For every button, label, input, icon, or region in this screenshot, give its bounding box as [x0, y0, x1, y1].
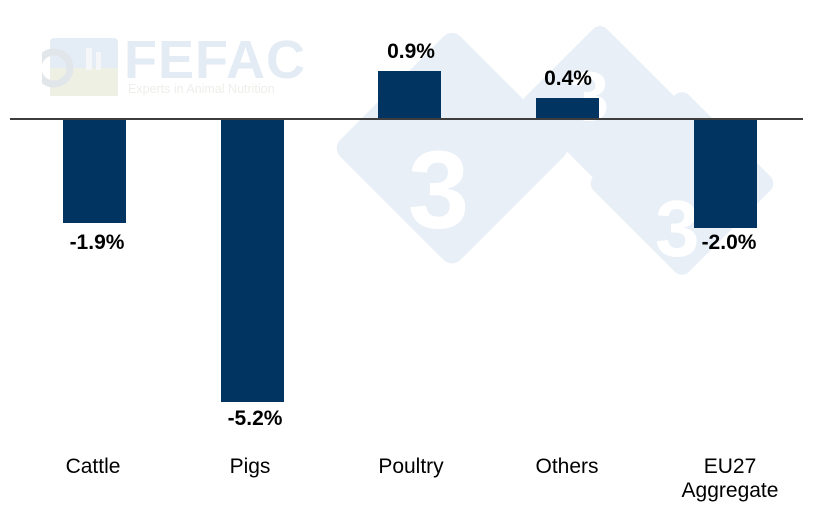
svg-text:3: 3 [655, 184, 700, 273]
bar-poultry [378, 71, 441, 119]
category-label-others: Others [535, 455, 599, 478]
gear-factory-icon [42, 38, 118, 96]
category-label-eu27-aggregate: EU27 Aggregate [655, 455, 805, 503]
bar-pigs [221, 120, 284, 402]
bar-cattle [63, 120, 126, 223]
bar-eu27-aggregate [694, 120, 757, 228]
category-label-pigs: Pigs [229, 455, 271, 478]
category-label-eu27-line1: EU27 [703, 455, 757, 478]
zero-baseline [10, 118, 803, 120]
svg-text:3: 3 [408, 129, 469, 252]
value-label-poultry: 0.9% [387, 40, 435, 63]
logo-wordmark: FEFAC [124, 30, 307, 90]
fefac-logo: FEFAC Experts in Animal Nutrition [42, 30, 312, 100]
bar-others [536, 98, 599, 119]
category-label-eu27-line2: Aggregate [681, 479, 779, 502]
category-label-cattle: Cattle [65, 455, 121, 478]
value-label-others: 0.4% [544, 67, 592, 90]
value-label-eu27-aggregate: -2.0% [701, 231, 757, 254]
category-label-poultry: Poultry [378, 455, 444, 478]
logo-tagline: Experts in Animal Nutrition [128, 82, 275, 96]
value-label-cattle: -1.9% [69, 231, 125, 254]
value-label-pigs: -5.2% [227, 407, 283, 430]
